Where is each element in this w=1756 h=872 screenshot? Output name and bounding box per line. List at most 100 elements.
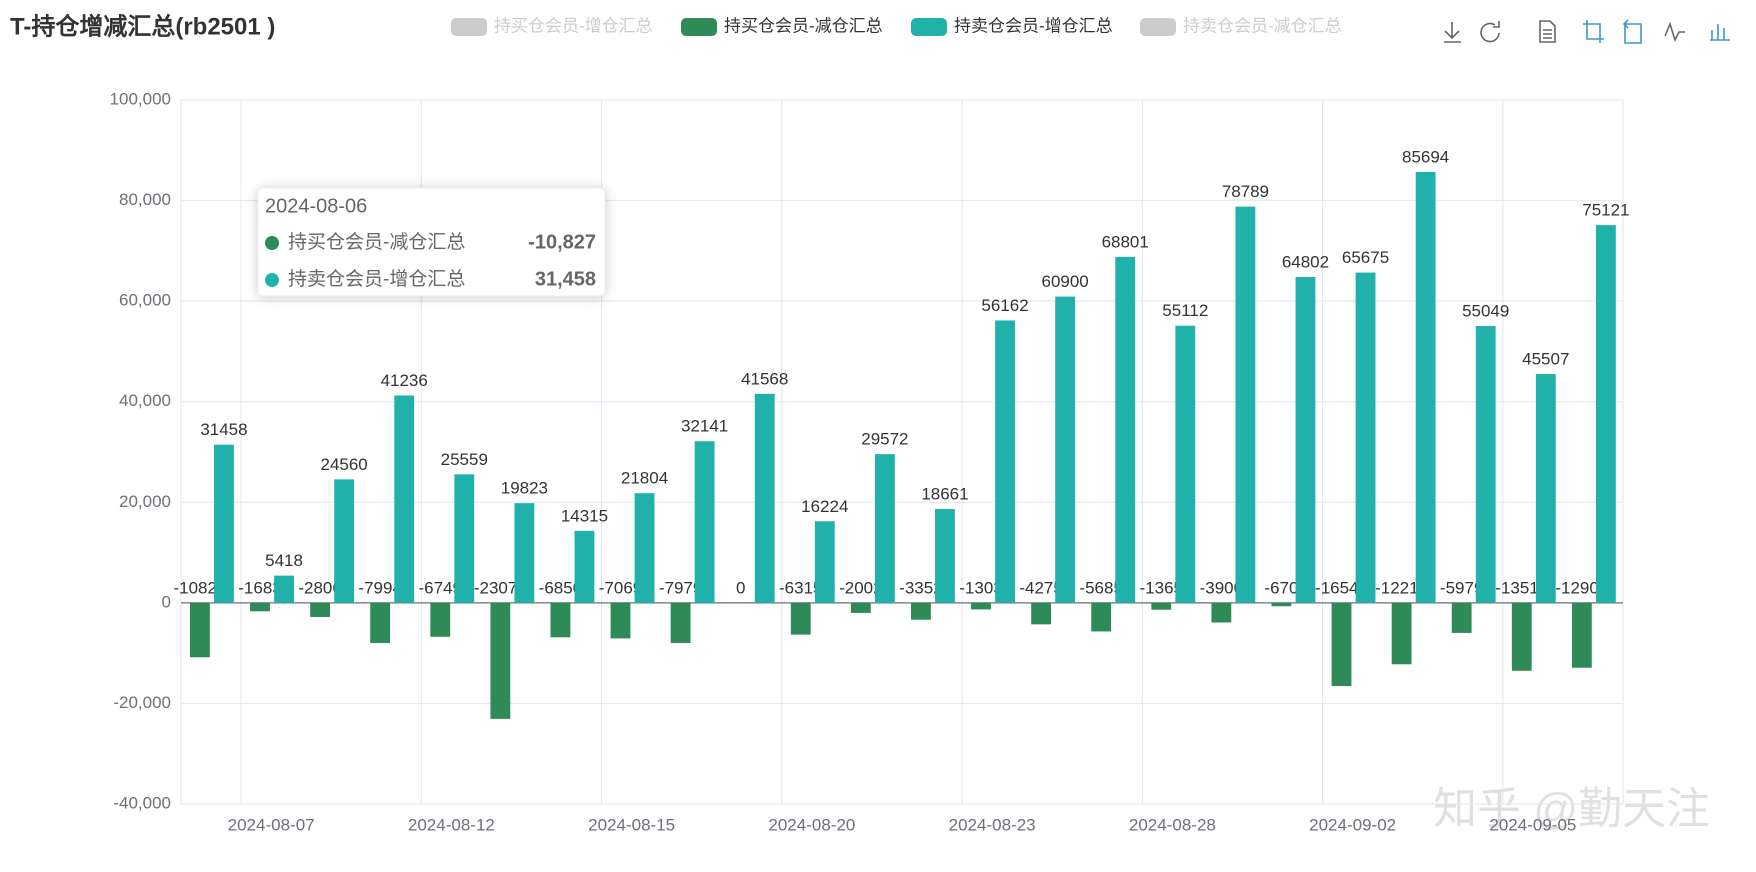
data-label: -1365 <box>1140 578 1183 597</box>
data-label: 16224 <box>801 497 848 516</box>
bar <box>430 602 451 637</box>
data-label: -670 <box>1264 578 1298 597</box>
legend-swatch[interactable] <box>1140 18 1176 36</box>
y-tick-label: 0 <box>162 592 171 611</box>
y-tick-label: 60,000 <box>119 291 171 310</box>
data-label: -2002 <box>839 578 882 597</box>
data-label: -4275 <box>1019 578 1062 597</box>
legend-label[interactable]: 持卖仓会员-增仓汇总 <box>954 16 1113 35</box>
data-label: 41568 <box>741 369 788 388</box>
data-label: -3352 <box>899 578 942 597</box>
legend-swatch[interactable] <box>681 18 717 36</box>
x-tick-label: 2024-08-07 <box>228 815 315 834</box>
data-label: 18661 <box>921 485 968 504</box>
bar <box>1235 206 1256 603</box>
data-label: 0 <box>736 578 745 597</box>
data-label: -3900 <box>1200 578 1243 597</box>
y-tick-label: 80,000 <box>119 190 171 209</box>
data-label: 75121 <box>1582 201 1629 220</box>
tooltip-box <box>257 187 606 297</box>
data-label: 85694 <box>1402 147 1449 166</box>
legend-label[interactable]: 持买仓会员-减仓汇总 <box>724 16 883 35</box>
zoom-back-icon[interactable] <box>1622 19 1642 44</box>
restore-icon[interactable] <box>1480 21 1500 43</box>
save-icon[interactable] <box>1444 22 1461 43</box>
data-label: -16542 <box>1315 578 1368 597</box>
bar <box>1535 374 1556 603</box>
data-label: 29572 <box>861 430 908 449</box>
bar <box>454 474 475 603</box>
data-label: -7979 <box>659 578 702 597</box>
x-tick-label: 2024-08-23 <box>949 815 1036 834</box>
y-tick-label: 40,000 <box>119 391 171 410</box>
tooltip-marker <box>265 273 279 287</box>
bar <box>274 575 294 603</box>
bar <box>1055 296 1076 603</box>
tooltip-title: 2024-08-06 <box>265 195 367 217</box>
data-label: -2806 <box>298 578 341 597</box>
data-label: 64802 <box>1282 252 1329 271</box>
data-label: -12904 <box>1555 578 1608 597</box>
bar <box>754 393 775 603</box>
x-tick-label: 2024-08-15 <box>588 815 675 834</box>
data-label: 60900 <box>1041 272 1088 291</box>
bar <box>911 602 931 620</box>
y-tick-label: 20,000 <box>119 492 171 511</box>
bar <box>190 602 210 658</box>
bar <box>1511 602 1532 671</box>
bar-icon[interactable] <box>1710 24 1730 41</box>
bar <box>610 602 631 639</box>
data-label: 55112 <box>1162 301 1208 320</box>
y-tick-label: 100,000 <box>110 89 171 108</box>
watermark: 知乎 @勤天注 <box>1433 785 1710 834</box>
data-label: -5979 <box>1440 578 1483 597</box>
bar <box>850 602 871 613</box>
legend-label[interactable]: 持买仓会员-增仓汇总 <box>494 16 653 35</box>
data-label: 19823 <box>501 479 548 498</box>
data-label: 31458 <box>200 420 247 439</box>
y-tick-label: -20,000 <box>113 693 171 712</box>
data-label: -6749 <box>419 578 462 597</box>
bar <box>310 602 331 617</box>
legend-swatch[interactable] <box>911 18 947 36</box>
x-tick-label: 2024-08-20 <box>768 815 855 834</box>
data-label: -7069 <box>599 578 642 597</box>
bar <box>1355 272 1376 603</box>
bar <box>935 509 955 603</box>
data-label: -5685 <box>1079 578 1122 597</box>
data-label: 21804 <box>621 469 668 488</box>
data-label: 56162 <box>981 296 1028 315</box>
data-label: 41236 <box>381 371 428 390</box>
bar <box>1391 602 1412 665</box>
line-icon[interactable] <box>1664 21 1685 43</box>
data-label: -6315 <box>779 578 822 597</box>
data-label: -10827 <box>173 578 226 597</box>
data-label: 25559 <box>441 450 488 469</box>
legend-swatch[interactable] <box>451 18 487 36</box>
bar <box>1475 326 1496 603</box>
tooltip-value: 31,458 <box>535 268 596 290</box>
bar <box>1031 602 1052 625</box>
bar <box>1295 276 1316 603</box>
bar <box>1211 602 1232 623</box>
data-label: 55049 <box>1462 302 1509 321</box>
bar <box>574 530 595 603</box>
bar <box>1595 225 1616 603</box>
legend-label[interactable]: 持卖仓会员-减仓汇总 <box>1183 16 1342 35</box>
bar <box>1415 171 1436 603</box>
data-view-icon[interactable] <box>1539 20 1556 43</box>
bar <box>1271 602 1292 607</box>
bar <box>490 602 511 719</box>
x-tick-label: 2024-09-02 <box>1309 815 1396 834</box>
zoom-icon[interactable] <box>1583 20 1604 43</box>
tooltip: 2024-08-06 持买仓会员-减仓汇总 -10,827 持卖仓会员-增仓汇总 31,… <box>257 187 606 297</box>
bar <box>1571 602 1592 668</box>
tooltip-value: -10,827 <box>528 231 596 253</box>
data-label: 5418 <box>265 551 303 570</box>
data-label: -1683 <box>238 578 281 597</box>
bar <box>995 320 1015 603</box>
data-label: -7994 <box>358 578 401 597</box>
tooltip-name: 持买仓会员-减仓汇总 <box>288 231 465 253</box>
data-label: -13514 <box>1495 578 1548 597</box>
